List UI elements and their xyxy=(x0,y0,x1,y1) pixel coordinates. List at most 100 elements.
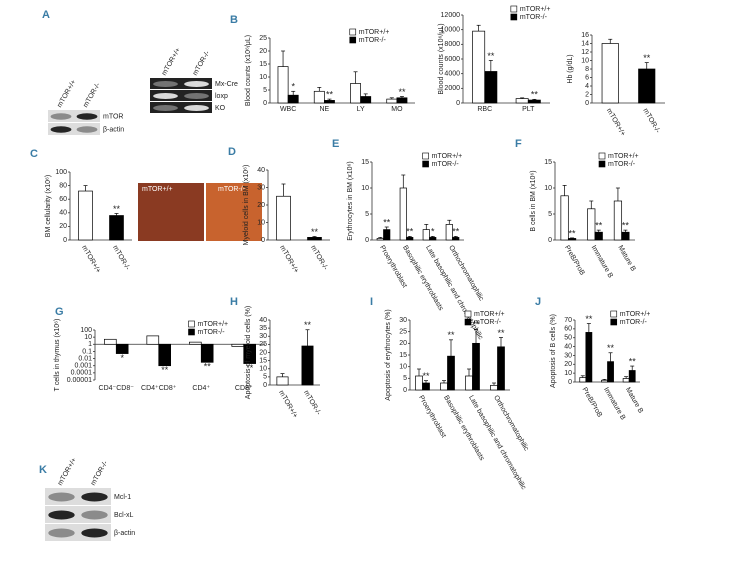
significance: ** xyxy=(406,227,414,237)
bar xyxy=(231,343,245,347)
y-tick-label: 20 xyxy=(59,223,67,230)
y-tick-label: 10 xyxy=(84,334,92,341)
y-tick-label: 0 xyxy=(456,100,460,107)
blot-band xyxy=(184,105,209,111)
blot-band xyxy=(184,93,209,99)
y-tick-label: 0 xyxy=(568,379,572,386)
legend-swatch xyxy=(510,5,518,13)
y-axis-label: T cells in thymus (x10⁶) xyxy=(54,319,61,392)
significance: ** xyxy=(304,320,312,330)
y-tick-label: 10 xyxy=(544,185,552,192)
y-tick-label: 30 xyxy=(257,184,265,191)
significance: ** xyxy=(622,220,630,230)
y-axis-label: Apoptosis of myeloid cells (%) xyxy=(245,306,252,399)
legend-swatch xyxy=(610,318,618,326)
significance: ** xyxy=(595,220,603,230)
significance: ** xyxy=(569,228,577,238)
bar xyxy=(527,99,541,104)
significance: * xyxy=(120,353,124,363)
y-tick-label: 6 xyxy=(585,74,589,81)
bar xyxy=(490,384,498,391)
legend-label: mTOR-/- xyxy=(198,329,226,336)
blot-band xyxy=(81,510,108,520)
y-tick-label: 60 xyxy=(564,326,572,333)
bar xyxy=(601,43,619,104)
y-tick-label: 100 xyxy=(80,327,92,334)
x-tick-label: Mature B xyxy=(616,244,636,272)
photo-label: mTOR+/+ xyxy=(142,186,173,193)
blot-band xyxy=(153,105,178,111)
x-tick-label: mTOR-/- xyxy=(302,389,322,417)
significance: ** xyxy=(607,343,615,353)
y-tick-label: 15 xyxy=(259,61,267,68)
blot-strip xyxy=(150,78,212,89)
y-tick-label: 5 xyxy=(548,211,552,218)
y-tick-label: 2 xyxy=(585,91,589,98)
bar xyxy=(115,343,129,354)
y-tick-label: 15 xyxy=(544,159,552,166)
lane-label: mTOR-/- xyxy=(90,459,110,487)
y-tick-label: 25 xyxy=(399,329,407,336)
y-tick-label: 10000 xyxy=(441,27,461,34)
y-axis-label: B cells in BM (x10⁶) xyxy=(530,170,537,231)
x-tick-label: mTOR+/+ xyxy=(80,244,101,274)
y-tick-label: 12 xyxy=(581,49,589,56)
bar xyxy=(515,98,529,104)
significance: ** xyxy=(487,51,495,61)
legend-swatch xyxy=(510,13,518,21)
bar xyxy=(440,382,448,391)
y-tick-label: 2000 xyxy=(444,85,460,92)
y-tick-label: 1 xyxy=(88,341,92,348)
x-tick-label: CD4⁺ xyxy=(192,385,210,392)
panel-label: G xyxy=(55,306,64,318)
legend-label: mTOR+/+ xyxy=(359,29,390,36)
bar xyxy=(567,238,577,241)
significance: ** xyxy=(204,362,212,372)
blot-band xyxy=(76,113,98,120)
bar xyxy=(465,375,473,391)
y-tick-label: 10 xyxy=(564,370,572,377)
y-tick-label: 8 xyxy=(585,66,589,73)
y-tick-label: 0.001 xyxy=(74,363,92,370)
row-label: KO xyxy=(215,105,226,112)
row-label: β-actin xyxy=(103,126,124,133)
blot-band xyxy=(50,113,72,120)
legend-label: mTOR-/- xyxy=(520,14,548,21)
bar xyxy=(594,231,603,241)
y-tick-label: 25 xyxy=(259,35,267,42)
y-tick-label: 0 xyxy=(365,237,369,244)
y-axis-label: BM cellularity (x10⁶) xyxy=(45,175,52,237)
y-tick-label: 15 xyxy=(259,357,267,364)
legend-swatch xyxy=(188,328,195,336)
y-tick-label: 5 xyxy=(263,374,267,381)
significance: ** xyxy=(383,217,391,227)
y-tick-label: 6000 xyxy=(444,56,460,63)
bar xyxy=(429,237,437,241)
bar xyxy=(579,377,587,383)
panel-label: I xyxy=(370,296,373,308)
y-tick-label: 35 xyxy=(259,325,267,332)
photo-wt xyxy=(138,183,204,241)
row-label: β-actin xyxy=(114,530,135,537)
blot-band xyxy=(48,492,75,502)
legend-label: mTOR+/+ xyxy=(608,153,639,160)
bar xyxy=(560,195,569,241)
x-tick-label: Immature B xyxy=(602,386,626,421)
significance: ** xyxy=(447,330,455,340)
y-tick-label: 12000 xyxy=(441,12,461,19)
y-tick-label: 0 xyxy=(263,100,267,107)
y-tick-label: 10 xyxy=(259,74,267,81)
x-tick-label: CD4⁻CD8⁻ xyxy=(99,385,135,392)
legend-swatch xyxy=(610,310,618,318)
x-tick-label: PreB/ProB xyxy=(581,386,604,418)
bar xyxy=(200,343,214,363)
blot-band xyxy=(50,126,72,133)
significance: ** xyxy=(472,320,480,330)
x-tick-label: mTOR+/+ xyxy=(605,107,626,137)
bar xyxy=(109,215,124,241)
bar xyxy=(484,71,498,104)
y-tick-label: 10 xyxy=(399,364,407,371)
legend-swatch xyxy=(188,320,195,328)
y-tick-label: 5 xyxy=(263,87,267,94)
